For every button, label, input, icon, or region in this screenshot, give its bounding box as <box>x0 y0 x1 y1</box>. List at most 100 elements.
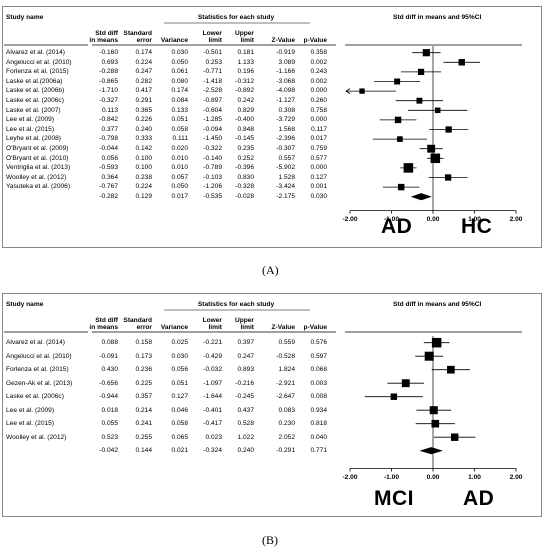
x-tick-label: -1.00 <box>383 215 400 223</box>
stat-d: -0.767 <box>99 183 118 191</box>
stat-z: 0.308 <box>278 106 295 114</box>
summary-z: -2.175 <box>276 193 295 200</box>
effect-marker <box>458 59 465 66</box>
study-name: Lee et al. (2009) <box>6 406 55 414</box>
effect-marker <box>434 107 441 114</box>
study-name: Laske et al. (2007) <box>6 106 61 114</box>
stat-z: -1.166 <box>276 68 295 76</box>
stat-p: 0.068 <box>310 366 327 373</box>
stat-var: 0.080 <box>171 77 188 85</box>
stat-var: 0.057 <box>171 173 188 181</box>
study-name: Lee et al. (2009) <box>6 116 55 124</box>
stat-z: 1.824 <box>278 366 295 373</box>
stat-z: -0.307 <box>276 145 295 152</box>
stat-se: 0.247 <box>135 68 152 76</box>
stat-var: 0.084 <box>171 97 188 104</box>
stat-p: 0.117 <box>310 125 327 133</box>
left-group-label: AD <box>381 215 413 238</box>
stat-se: 0.365 <box>135 106 152 114</box>
study-name: Angelucci et al. (2010) <box>6 58 72 66</box>
stat-d: 0.018 <box>101 406 118 414</box>
stat-lo: -0.604 <box>203 106 222 114</box>
summary-d: -0.282 <box>99 193 118 200</box>
effect-marker <box>424 351 434 361</box>
stat-d: -1.710 <box>99 87 118 95</box>
stat-se: 0.214 <box>135 406 152 414</box>
stat-d: 0.430 <box>101 366 118 373</box>
stat-var: 0.030 <box>171 49 188 56</box>
stat-z: 3.089 <box>278 58 295 66</box>
stat-se: 0.225 <box>135 379 152 387</box>
stat-lo: -1.418 <box>203 77 222 85</box>
summary-p: 0.030 <box>310 193 327 200</box>
stat-lo: -2.528 <box>203 87 222 95</box>
panel-b: Study name Statistics for each study Std d… <box>0 287 546 550</box>
header-statistics: Statistics for each study <box>197 301 275 308</box>
summary-diamond <box>419 447 443 455</box>
header-standard-error-line1: Standard <box>123 30 152 37</box>
stat-se: 0.291 <box>135 97 152 104</box>
stat-p: 0.577 <box>310 154 327 162</box>
summary-z: -0.291 <box>276 447 295 454</box>
summary-hi: 0.240 <box>237 447 254 454</box>
stat-p: 0.003 <box>310 379 327 387</box>
stat-d: -0.944 <box>99 393 118 400</box>
left-group-label: MCI <box>374 487 414 510</box>
stat-se: 0.174 <box>135 49 152 56</box>
stat-lo: -0.103 <box>203 173 222 181</box>
stat-p: 0.243 <box>310 68 327 76</box>
effect-marker <box>427 144 436 153</box>
study-name: Woolley et al. (2012) <box>6 433 67 441</box>
stat-d: -0.865 <box>99 77 118 85</box>
stat-d: -0.044 <box>99 145 118 152</box>
summary-se: 0.129 <box>135 193 152 200</box>
stat-z: -2.647 <box>276 393 295 400</box>
stat-d: -0.160 <box>99 49 118 56</box>
stat-p: 0.759 <box>310 145 327 152</box>
stat-lo: -0.417 <box>203 420 222 427</box>
stat-p: 0.000 <box>310 116 327 124</box>
effect-marker <box>397 183 405 191</box>
stat-se: 0.238 <box>135 173 152 181</box>
stat-hi: -0.245 <box>235 393 254 400</box>
stat-hi: 1.022 <box>237 433 254 441</box>
x-tick-label: 2.00 <box>509 473 523 481</box>
stat-p: 0.017 <box>310 135 327 143</box>
stat-z: 1.568 <box>278 125 295 133</box>
header-standard-error-line1: Standard <box>123 317 152 324</box>
stat-p: 0.040 <box>310 433 327 441</box>
figure-frame <box>2 6 542 248</box>
stat-hi: 0.829 <box>237 106 254 114</box>
header-std-diff-line2: in means <box>89 37 118 44</box>
effect-marker <box>422 49 430 57</box>
x-tick-label: 1.00 <box>468 215 481 223</box>
stat-lo: -0.501 <box>203 49 222 56</box>
stat-d: 0.056 <box>101 154 118 162</box>
x-tick-label: 2.00 <box>509 215 523 223</box>
stat-hi: 0.397 <box>237 339 254 346</box>
effect-marker <box>394 78 401 85</box>
stat-var: 0.050 <box>171 183 188 191</box>
study-name: Angelucci et al. (2010) <box>6 352 72 360</box>
stat-lo: -0.771 <box>203 68 222 76</box>
stat-var: 0.174 <box>171 87 188 95</box>
stat-p: 0.576 <box>310 339 327 346</box>
header-std-diff-line2: in means <box>89 324 118 331</box>
stat-se: 0.226 <box>135 116 152 124</box>
stat-p: 0.597 <box>310 352 327 360</box>
study-name: Yasuteka et al. (2006) <box>6 183 71 191</box>
header-upper-limit-line2: limit <box>240 37 254 44</box>
stat-hi: -0.328 <box>235 183 254 191</box>
summary-d: -0.042 <box>99 447 118 454</box>
header-statistics: Statistics for each study <box>197 14 275 21</box>
header-standard-error-line2: error <box>136 324 152 331</box>
study-name: Forlenza et al. (2015) <box>6 366 69 373</box>
summary-var: 0.021 <box>171 447 188 454</box>
stat-var: 0.051 <box>171 379 188 387</box>
stat-se: 0.255 <box>135 433 152 441</box>
stat-hi: -0.145 <box>235 135 254 143</box>
stat-z: -3.424 <box>276 183 295 191</box>
stat-p: 0.002 <box>310 58 327 66</box>
stat-var: 0.010 <box>171 154 188 162</box>
stat-se: 0.333 <box>135 135 152 143</box>
